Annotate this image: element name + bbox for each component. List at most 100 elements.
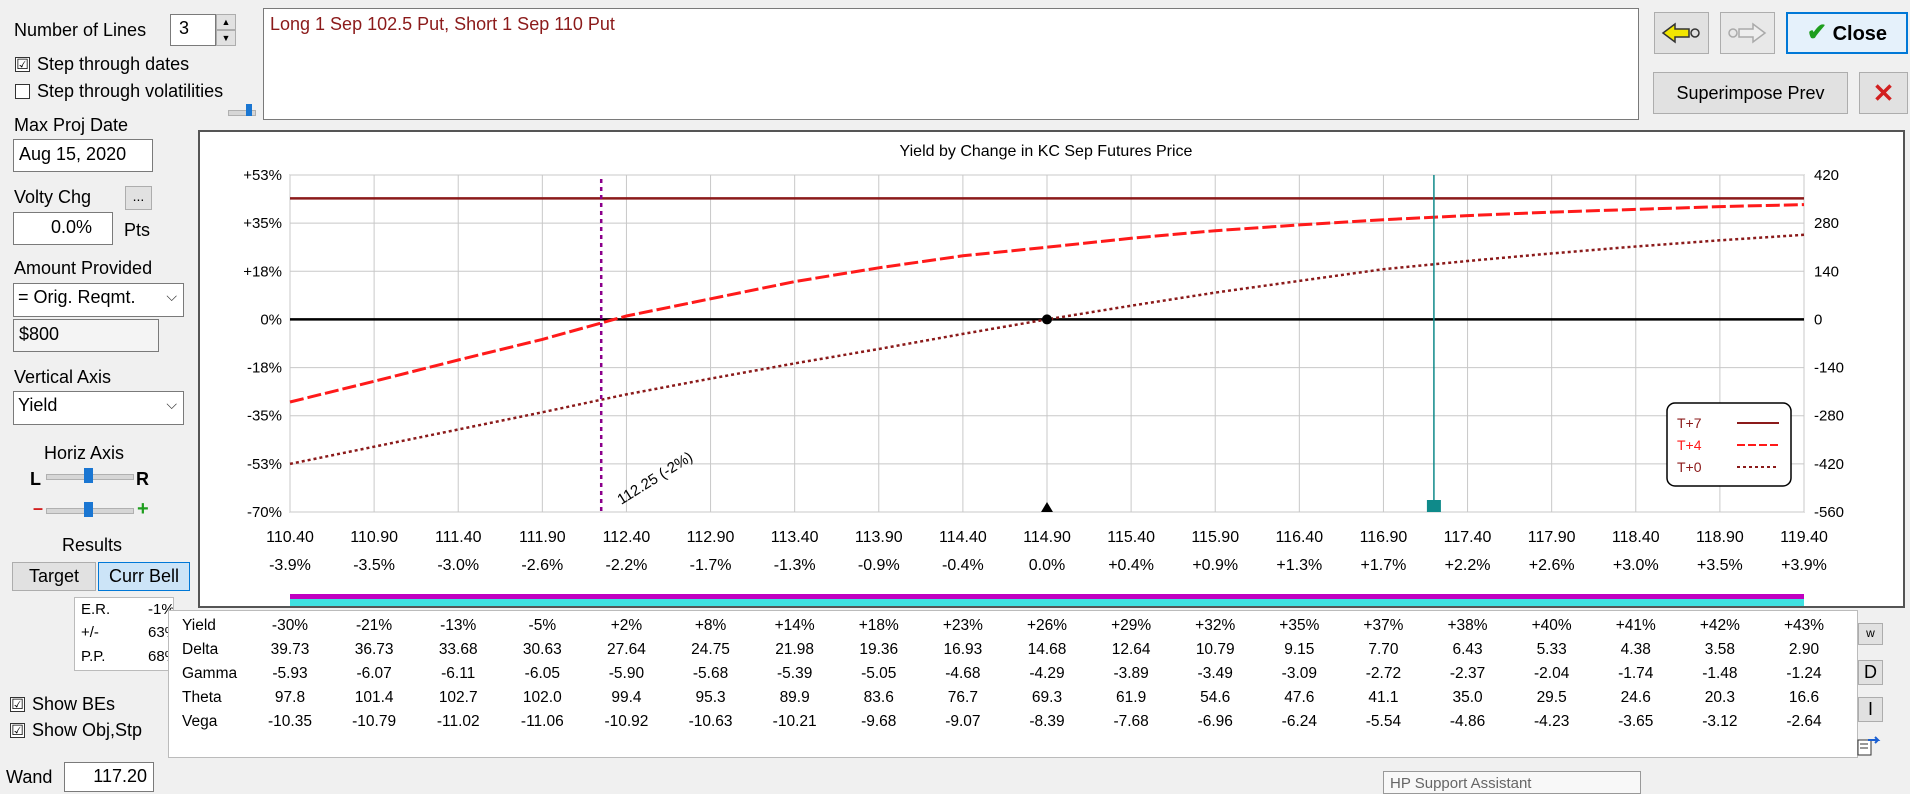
er-value: -1%: [148, 601, 174, 618]
chart-title: Yield by Change in KC Sep Futures Price: [900, 143, 1193, 160]
spin-up-icon[interactable]: ▲: [216, 14, 236, 30]
side-d-button[interactable]: D: [1858, 660, 1883, 685]
step-dates-label: Step through dates: [37, 54, 190, 74]
volty-input[interactable]: 0.0%: [13, 212, 113, 245]
y-right-tick: -420: [1814, 456, 1844, 473]
pp-value: 68%: [148, 648, 173, 665]
x-tick-label: 113.40: [771, 529, 819, 546]
x-pct-label: -0.9%: [858, 557, 900, 574]
x-tick-label: 112.90: [687, 529, 735, 546]
haxis-label: Horiz Axis: [44, 443, 125, 463]
y-right-ticks: 420 280 140 0 -140 -280 -420 -560: [1814, 167, 1844, 521]
y-left-tick: 0%: [260, 311, 282, 328]
x-pct-label: +0.9%: [1192, 557, 1238, 574]
y-left-ticks: +53% +35% +18% 0% -18% -35% -53% -70%: [243, 167, 282, 521]
haxis-zoom-slider[interactable]: [46, 502, 134, 517]
show-bes-checkbox[interactable]: ☑: [10, 696, 25, 712]
delete-x-icon[interactable]: ✕: [1859, 72, 1908, 114]
x-pct-label: -2.2%: [606, 557, 648, 574]
volty-label: Volty Chg: [14, 187, 92, 207]
y-left-tick: -70%: [247, 504, 282, 521]
max-proj-input[interactable]: Aug 15, 2020: [13, 139, 153, 172]
amount-select-value: = Orig. Reqmt.: [18, 287, 136, 307]
x-tick-label: 111.40: [435, 529, 482, 546]
close-button-label: Close: [1832, 23, 1888, 45]
vaxis-label: Vertical Axis: [14, 367, 112, 387]
vol-step-thumb[interactable]: [246, 104, 252, 116]
volty-more-button[interactable]: ...: [125, 186, 152, 210]
haxis-zoom-thumb[interactable]: [84, 502, 93, 517]
x-tick-label: 114.90: [1023, 529, 1071, 546]
chevron-down-icon: ⌵: [166, 396, 177, 412]
greeks-table: [168, 610, 1858, 758]
y-right-tick: 0: [1814, 311, 1822, 328]
x-pct-label: -3.0%: [437, 557, 479, 574]
next-button[interactable]: [1720, 12, 1775, 54]
legend-label: T+7: [1677, 415, 1702, 431]
zoom-plus-icon[interactable]: +: [137, 498, 149, 520]
x-tick-label: 111.90: [519, 529, 566, 546]
target-button[interactable]: Target: [12, 562, 96, 591]
side-w-button[interactable]: w: [1858, 623, 1883, 645]
step-dates-checkbox[interactable]: ☑: [15, 56, 30, 72]
range-bar-magenta: [290, 594, 1804, 599]
x-tick-labels: 110.40 110.90 111.40 111.90 112.40 112.90 113.…: [266, 529, 1828, 546]
amount-value[interactable]: $800: [13, 319, 159, 352]
pp-label: P.P.: [81, 648, 106, 665]
x-pct-label: -1.3%: [774, 557, 816, 574]
haxis-lr-slider[interactable]: [46, 468, 134, 483]
show-bes-label: Show BEs: [32, 694, 116, 714]
wand-input[interactable]: 117.20: [64, 762, 154, 792]
step-vols-checkbox[interactable]: [15, 84, 30, 99]
y-right-tick: 140: [1814, 263, 1839, 280]
y-right-tick: 280: [1814, 215, 1839, 232]
description-textarea[interactable]: Long 1 Sep 102.5 Put, Short 1 Sep 110 Pu…: [263, 8, 1639, 120]
superimpose-button[interactable]: Superimpose Prev: [1653, 72, 1848, 114]
results-panel: E.R. -1% +/- 63% P.P. 68%: [74, 597, 174, 671]
pm-label: +/-: [81, 624, 99, 641]
vaxis-select[interactable]: Yield ⌵: [13, 391, 184, 425]
hp-support-popup[interactable]: HP Support Assistant: [1383, 771, 1641, 794]
current-price-dot: [1042, 314, 1052, 325]
x-pct-label: +2.6%: [1529, 557, 1575, 574]
show-obj-checkbox[interactable]: ☑: [10, 722, 25, 738]
chart-grid: [289, 174, 1805, 513]
x-pct-label: -3.9%: [269, 557, 311, 574]
range-bar-cyan: [290, 599, 1804, 606]
num-lines-input[interactable]: 3: [170, 14, 216, 46]
er-label: E.R.: [81, 601, 111, 618]
side-i-button[interactable]: I: [1858, 697, 1883, 722]
amount-select[interactable]: = Orig. Reqmt. ⌵: [13, 283, 184, 317]
chevron-down-icon: ⌵: [166, 288, 177, 304]
x-pct-label: -0.4%: [942, 557, 984, 574]
prev-button[interactable]: [1654, 12, 1709, 54]
x-tick-label: 119.40: [1780, 529, 1828, 546]
wand-handle[interactable]: [1426, 500, 1441, 512]
close-button[interactable]: ✔ Close: [1786, 12, 1908, 54]
spin-down-icon[interactable]: ▼: [216, 30, 236, 46]
current-price-marker: [1041, 502, 1053, 512]
num-lines-spinner[interactable]: ▲ ▼: [216, 14, 236, 46]
legend-label: T+4: [1677, 437, 1702, 453]
x-pct-label: +1.3%: [1276, 557, 1322, 574]
checkmark-icon: ✔: [1806, 19, 1828, 46]
vaxis-select-value: Yield: [18, 395, 58, 415]
export-icon[interactable]: [1856, 735, 1882, 757]
x-tick-label: 113.90: [855, 529, 903, 546]
x-pct-label: -1.7%: [690, 557, 732, 574]
x-tick-label: 110.40: [266, 529, 314, 546]
y-left-tick: -53%: [247, 456, 282, 473]
y-left-tick: +18%: [243, 263, 282, 280]
haxis-lr-thumb[interactable]: [84, 468, 93, 483]
x-pct-label: +1.7%: [1361, 557, 1407, 574]
x-pct-labels: -3.9% -3.5% -3.0% -2.6% -2.2% -1.7% -1.3% -0.9%…: [269, 557, 1827, 574]
yield-chart[interactable]: Yield by Change in KC Sep Futures Price …: [0, 0, 1910, 620]
vol-step-slider[interactable]: [228, 104, 256, 116]
curr-bell-button[interactable]: Curr Bell: [98, 562, 190, 591]
y-left-tick: +53%: [243, 167, 282, 184]
x-pct-label: +3.9%: [1781, 557, 1827, 574]
x-tick-label: 116.40: [1275, 529, 1323, 546]
x-pct-label: 0.0%: [1029, 557, 1065, 574]
zoom-minus-icon[interactable]: –: [33, 498, 44, 518]
step-vols-label: Step through volatilities: [37, 81, 224, 101]
